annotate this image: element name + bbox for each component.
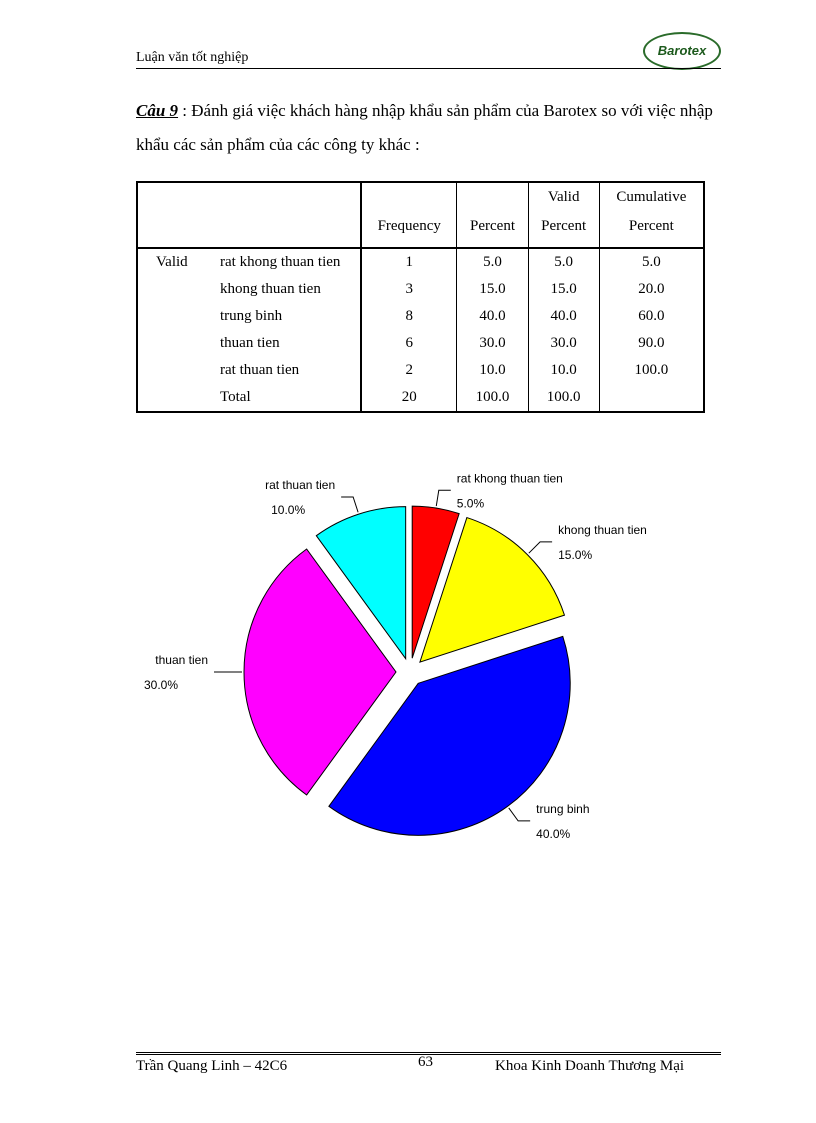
pie-chart: rat khong thuan tien 5.0% khong thuan tien… [144, 471, 647, 841]
cell: 15.0 [527, 276, 600, 303]
cell: 20.0 [598, 276, 704, 303]
table-row: Total 20 100.0 100.0 [137, 384, 704, 412]
header-line: Percent [470, 218, 515, 234]
leader-line [341, 496, 359, 513]
column-header: Valid Percent [527, 182, 600, 249]
cell: 5.0 [456, 248, 529, 276]
cell: 3 [360, 276, 457, 303]
blank-cell [137, 182, 361, 249]
cell: 90.0 [598, 330, 704, 357]
row-label: thuan tien [220, 335, 280, 351]
cell: 20 [360, 384, 457, 412]
group-cell [137, 303, 216, 330]
cell: 2 [360, 357, 457, 384]
slice-label: rat thuan tien [265, 478, 335, 492]
column-header: Frequency [360, 182, 457, 249]
footer-faculty: Khoa Kinh Doanh Thương Mại [495, 1058, 685, 1074]
cell: 5.0 [598, 248, 704, 276]
question-text: : Đánh giá việc khách hàng nhập khẩu sản… [136, 101, 713, 154]
pie-slice [419, 516, 566, 663]
cell: 10.0 [527, 357, 600, 384]
cell: 100.0 [456, 384, 529, 412]
row-label: khong thuan tien [220, 281, 321, 297]
cell: 40.0 [456, 303, 529, 330]
slice-label: trung binh [536, 802, 589, 816]
group-cell [137, 357, 216, 384]
row-label: rat thuan tien [220, 362, 300, 378]
row-label: trung binh [220, 308, 283, 324]
table-row: trung binh 8 40.0 40.0 60.0 [137, 303, 704, 330]
cell: 100.0 [598, 357, 704, 384]
pie-slice [328, 635, 571, 836]
cell: 1 [360, 248, 457, 276]
footer-rule [136, 1052, 721, 1055]
header-line: Cumulative [616, 189, 687, 205]
cell: 6 [360, 330, 457, 357]
cell: 40.0 [527, 303, 600, 330]
group-cell [137, 330, 216, 357]
pie-slice [315, 506, 407, 661]
table-row: thuan tien 6 30.0 30.0 90.0 [137, 330, 704, 357]
slice-value-label: 5.0% [457, 496, 485, 510]
header-row: Frequency Percent Valid Percent Cumulative Pe… [137, 182, 704, 249]
leader-line [528, 541, 553, 554]
leader-line [435, 489, 451, 507]
row-label: rat khong thuan tien [220, 254, 341, 270]
cell: 15.0 [456, 276, 529, 303]
slice-label: rat khong thuan tien [457, 471, 563, 485]
leader-line [508, 807, 531, 822]
page-number: 63 [418, 1054, 433, 1070]
cell: 100.0 [527, 384, 600, 412]
table-row: Valid rat khong thuan tien 1 5.0 5.0 5.0 [137, 248, 704, 276]
cell: 8 [360, 303, 457, 330]
logo: Barotex [643, 32, 721, 70]
cell: 60.0 [598, 303, 704, 330]
cell: 10.0 [456, 357, 529, 384]
header-line: Valid [547, 189, 580, 205]
header-line: Frequency [377, 218, 441, 234]
footer-author: Trần Quang Linh – 42C6 [136, 1058, 288, 1074]
pie-slice [243, 548, 397, 796]
slice-value-label: 40.0% [536, 827, 570, 841]
slice-label: khong thuan tien [558, 523, 647, 537]
frequency-table: Frequency Percent Valid Percent Cumulative Pe… [136, 181, 705, 413]
row-label: Total [220, 389, 251, 405]
header-line: Percent [628, 218, 674, 234]
slice-label: thuan tien [155, 653, 208, 667]
header-rule [136, 68, 721, 69]
slice-value-label: 10.0% [271, 503, 305, 517]
group-cell [137, 384, 216, 412]
header-title: Luận văn tốt nghiệp [136, 50, 249, 65]
column-header: Percent [456, 182, 529, 249]
group-cell [137, 276, 216, 303]
group-cell: Valid [156, 254, 188, 270]
header-line: Percent [541, 218, 587, 234]
question-label: Câu 9 [136, 101, 179, 120]
slice-value-label: 15.0% [558, 548, 592, 562]
pie-slice [411, 505, 460, 659]
question: Câu 9 : Đánh giá việc khách hàng nhập kh… [136, 94, 721, 162]
cell: 30.0 [527, 330, 600, 357]
table-row: rat thuan tien 2 10.0 10.0 100.0 [137, 357, 704, 384]
column-header: Cumulative Percent [598, 182, 704, 249]
cell: 5.0 [527, 248, 600, 276]
cell: 30.0 [456, 330, 529, 357]
cell [598, 384, 704, 412]
slice-value-label: 30.0% [144, 678, 178, 692]
table-row: khong thuan tien 3 15.0 15.0 20.0 [137, 276, 704, 303]
